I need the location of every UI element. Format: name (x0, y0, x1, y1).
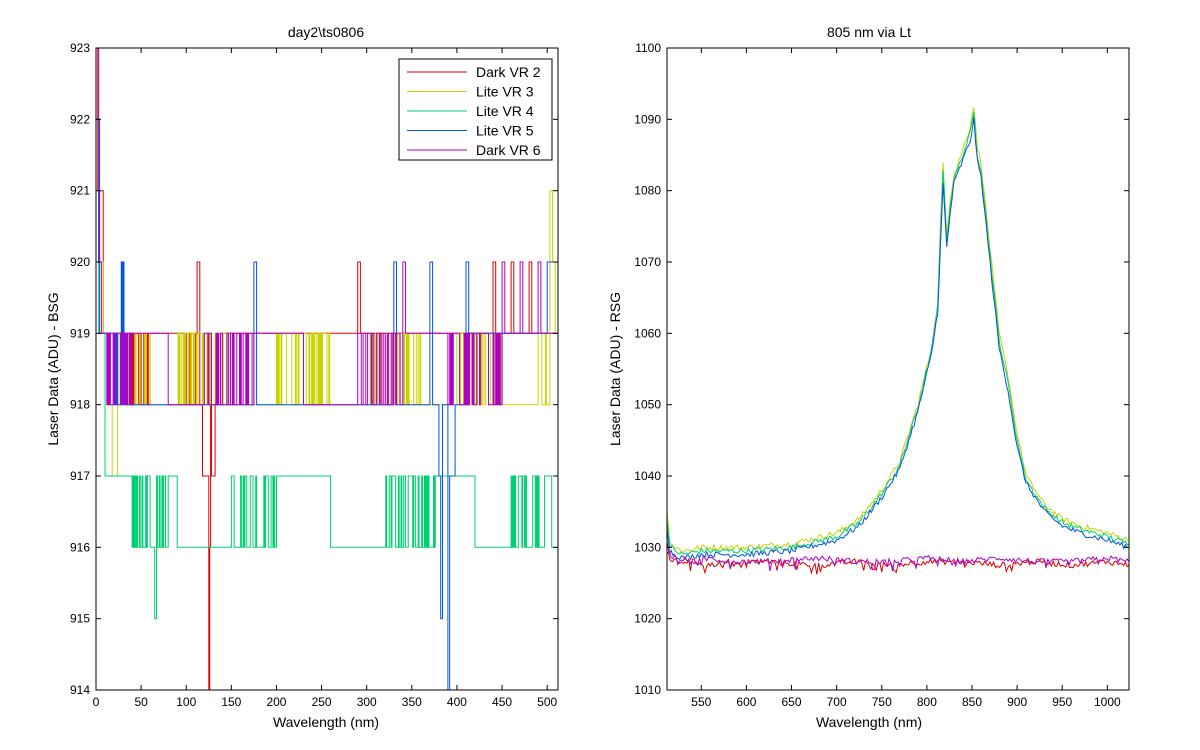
chart-left-xtick-label: 50 (134, 695, 148, 709)
chart-right-ytick-label: 1010 (634, 683, 661, 697)
legend-box (398, 58, 553, 161)
chart-left-xtick-label: 500 (537, 695, 557, 709)
chart-right-ylabel: Laser Data (ADU) - RSG (607, 292, 623, 446)
chart-right-ytick-label: 1100 (635, 41, 661, 55)
chart-left-series-line (96, 118, 559, 620)
legend-entry: Lite VR 4 (476, 103, 534, 119)
chart-left-xtick-label: 350 (402, 695, 422, 709)
legend-entry: Dark VR 6 (476, 142, 541, 158)
chart-right-xtick-label: 650 (782, 695, 802, 709)
chart-right-ytick-label: 1060 (634, 326, 661, 340)
chart-left-ytick-label: 914 (70, 683, 90, 697)
chart-left-ticks: 0 50 100 150 200 250 300 350 400 450 500 914 915 916 9… (70, 41, 558, 709)
legend-entry: Lite VR 5 (476, 123, 534, 139)
chart-right-xtick-label: 700 (827, 695, 847, 709)
chart-left-xtick-label: 200 (266, 695, 286, 709)
chart-right-ticks: 550 600 650 700 750 800 850 900 950 1000 1010 1020 1… (634, 41, 1129, 709)
legend-entry: Lite VR 3 (476, 84, 534, 100)
chart-left-title: day2\ts0806 (288, 24, 364, 40)
chart-right-xtick-label: 600 (736, 695, 756, 709)
chart-left-ytick-label: 919 (70, 326, 90, 340)
chart-left-ytick-label: 917 (70, 469, 90, 483)
chart-right-xtick-label: 750 (872, 695, 892, 709)
chart-right-xtick-label: 900 (1007, 695, 1027, 709)
chart-left-xtick-label: 250 (312, 695, 332, 709)
chart-right-title: 805 nm via Lt (827, 24, 911, 40)
chart-right-xtick-label: 550 (691, 695, 711, 709)
chart-right-series-line (666, 550, 1130, 575)
chart-left-axes-box (95, 47, 559, 691)
chart-left-xtick-label: 0 (93, 695, 100, 709)
chart-right-ytick-label: 1070 (634, 255, 661, 269)
chart-left-ytick-label: 915 (70, 612, 90, 626)
chart-right-axes-box (666, 47, 1130, 691)
chart-right-xtick-label: 1000 (1094, 695, 1121, 709)
chart-left-xtick-label: 150 (221, 695, 241, 709)
chart-right-xlabel: Wavelength (nm) (816, 714, 922, 730)
chart-left-series-group (96, 47, 559, 691)
chart-left-ytick-label: 918 (70, 398, 90, 412)
chart-right-series-line (666, 107, 1130, 553)
chart-right: 805 nm via Lt Wavelength (nm) Laser Data… (607, 24, 1130, 730)
chart-right-ytick-label: 1050 (634, 398, 661, 412)
chart-right-ytick-label: 1040 (634, 469, 661, 483)
chart-right-ytick-label: 1080 (634, 184, 661, 198)
chart-left-xtick-label: 300 (357, 695, 377, 709)
chart-left: day2\ts0806 Wavelength (nm) Laser Data (… (45, 24, 559, 730)
chart-right-xtick-label: 800 (917, 695, 937, 709)
chart-right-ytick-label: 1090 (634, 112, 661, 126)
chart-left-series-line (96, 47, 558, 406)
chart-right-series-line (666, 541, 1130, 572)
chart-right-xtick-label: 850 (962, 695, 982, 709)
chart-right-series-line (666, 111, 1130, 555)
chart-left-ytick-label: 920 (70, 255, 90, 269)
chart-left-ytick-label: 922 (70, 112, 90, 126)
chart-right-series-line (666, 116, 1130, 561)
legend-entry: Dark VR 2 (476, 64, 541, 80)
chart-left-xtick-label: 400 (447, 695, 467, 709)
chart-left-ytick-label: 921 (70, 184, 90, 198)
chart-right-xtick-label: 950 (1052, 695, 1072, 709)
chart-right-ytick-label: 1030 (634, 540, 661, 554)
chart-left-xtick-label: 100 (176, 695, 196, 709)
chart-right-ytick-label: 1020 (634, 612, 661, 626)
chart-left-ytick-label: 923 (70, 41, 90, 55)
chart-left-ytick-label: 916 (70, 540, 90, 554)
chart-left-xlabel: Wavelength (nm) (273, 714, 379, 730)
chart-left-ylabel: Laser Data (ADU) - BSG (45, 292, 61, 445)
chart-left-legend: Dark VR 2 Lite VR 3 Lite VR 4 Lite VR 5 Dark… (398, 58, 553, 161)
chart-right-series-group (666, 107, 1130, 575)
chart-left-xtick-label: 450 (492, 695, 512, 709)
